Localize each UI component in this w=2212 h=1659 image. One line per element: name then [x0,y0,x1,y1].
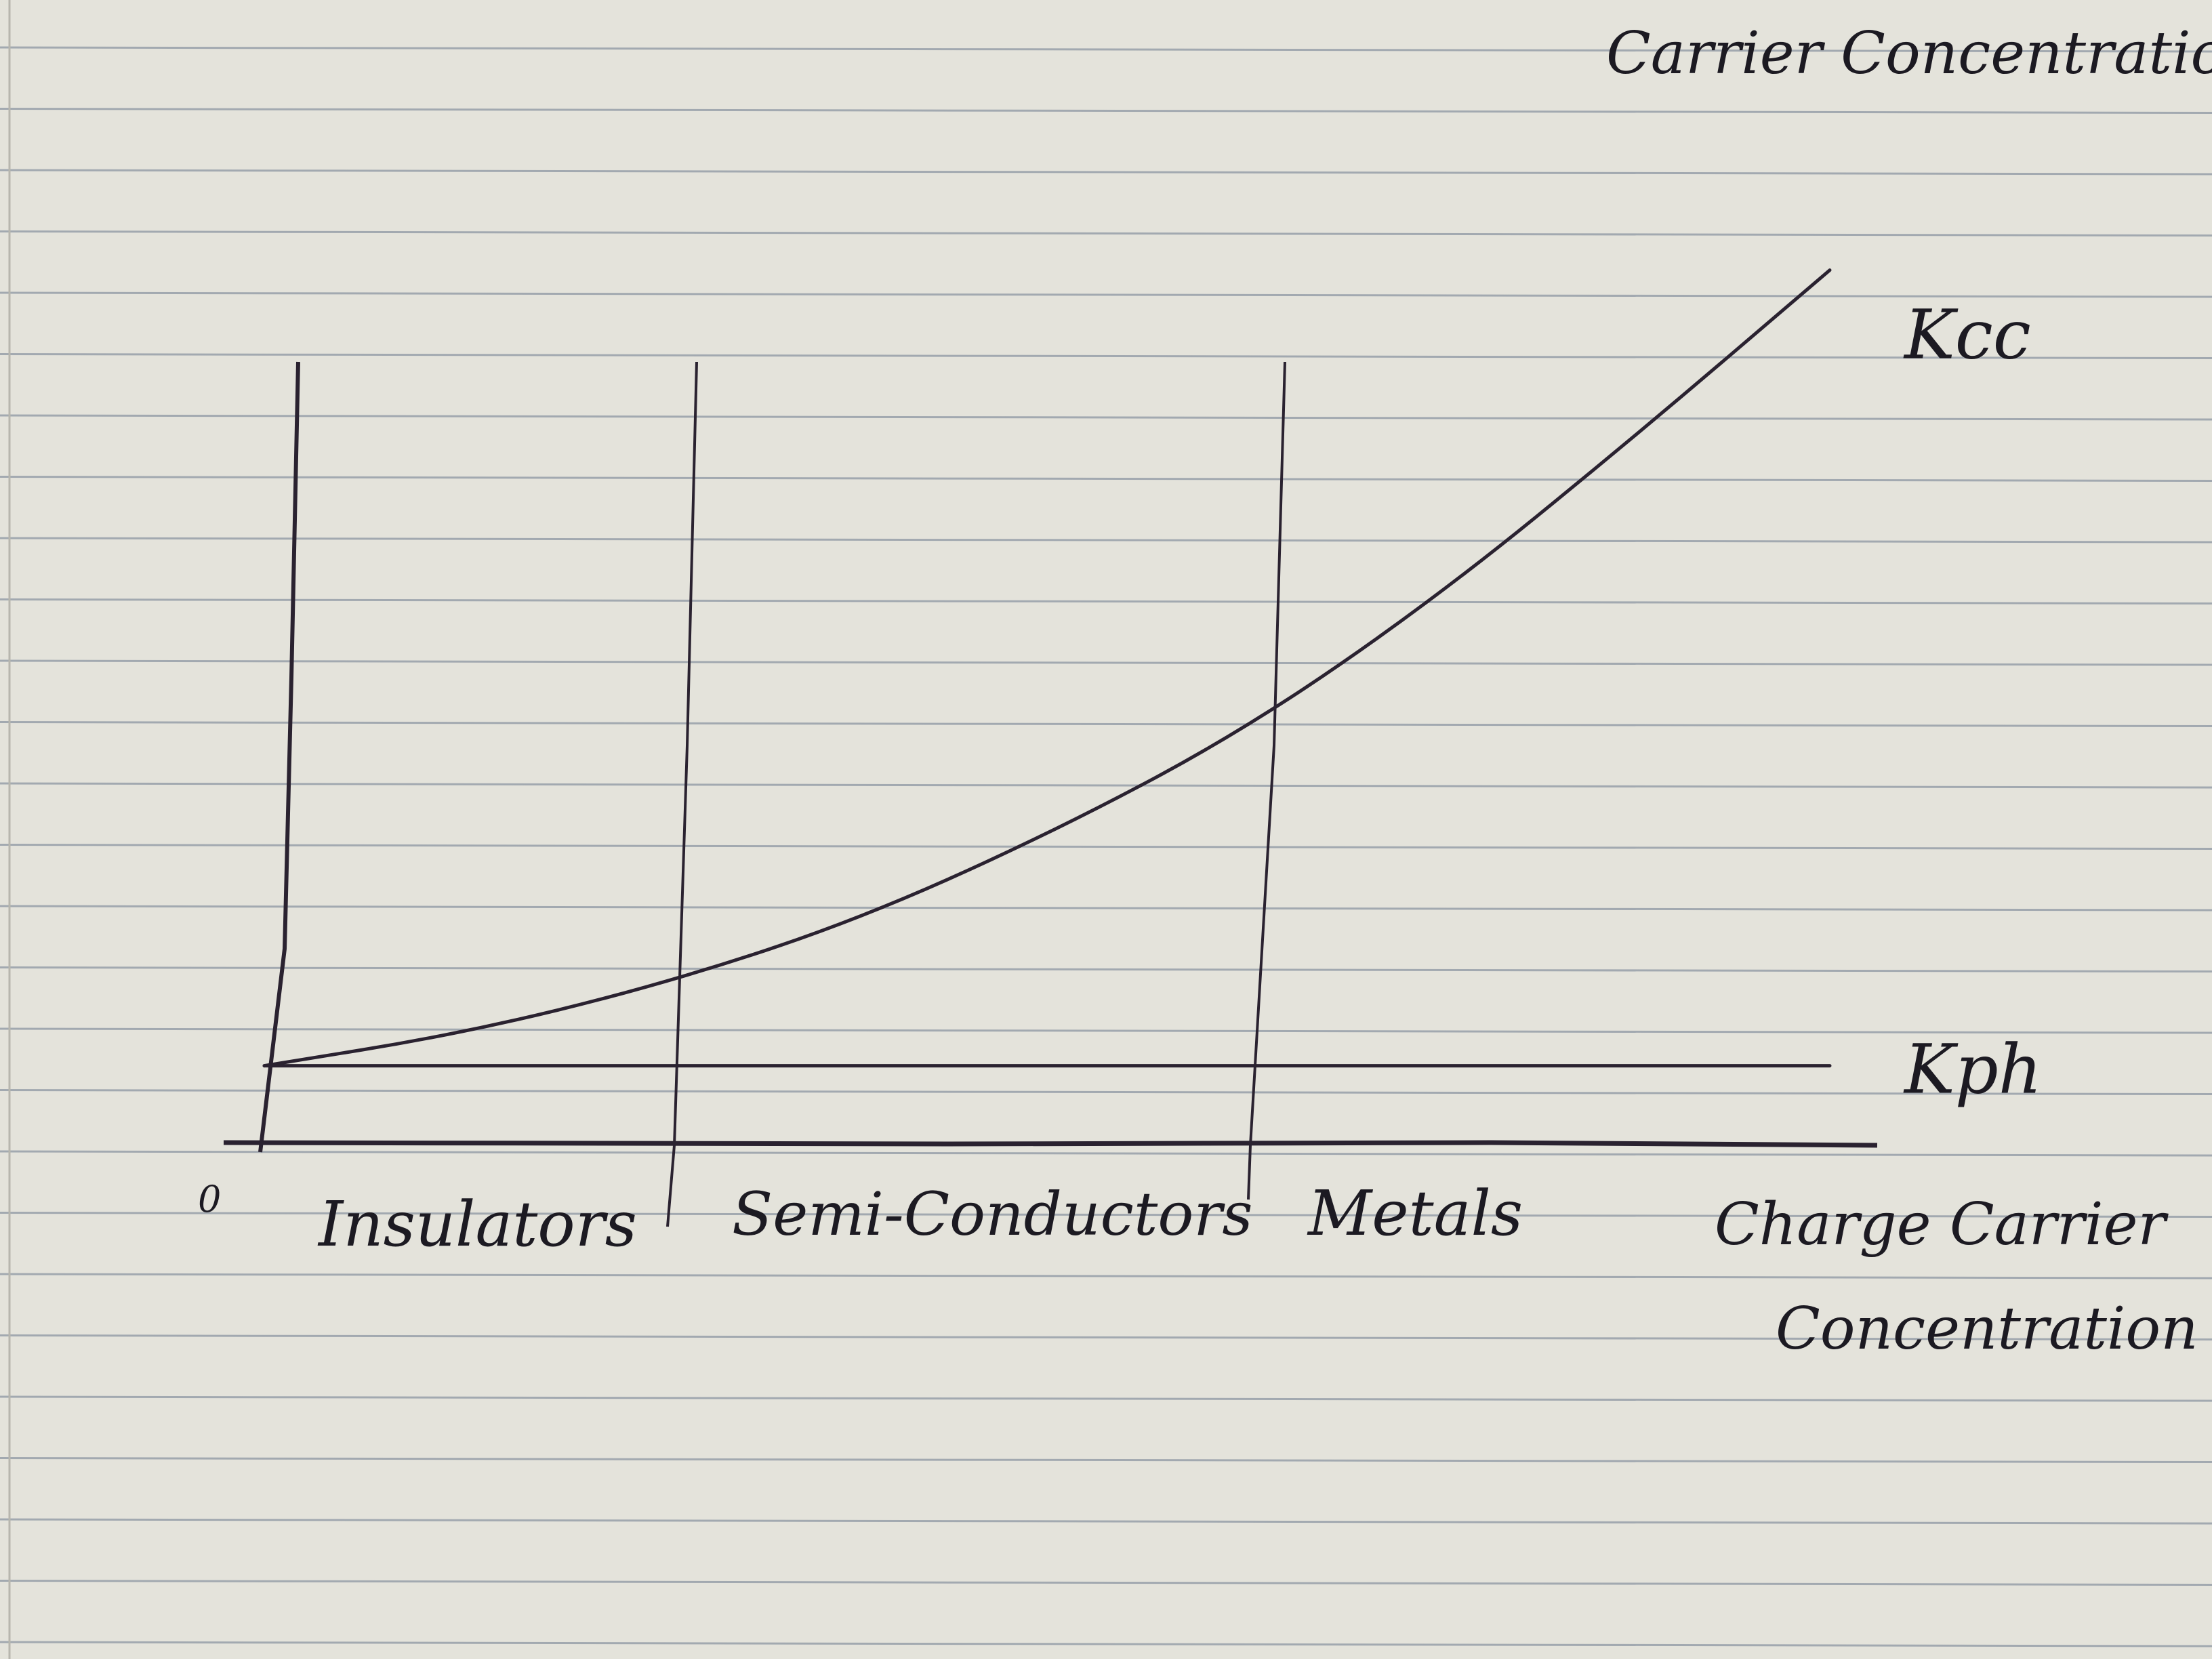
ruled-line [0,476,2212,482]
ruled-line [0,782,2212,789]
ruled-line [0,1641,2212,1647]
ruled-line [0,721,2212,727]
top-note: Carrier Concentration [1606,20,2212,87]
series-label-kph: Kph [1903,1030,2042,1109]
ruled-line [0,1334,2212,1340]
ruled-line [0,659,2212,666]
ruled-line [0,966,2212,972]
region-label-metals: Metals [1307,1177,1523,1250]
ruled-line [0,1457,2212,1463]
region-label-insulators: Insulators [317,1188,637,1261]
y-axis [258,361,300,1153]
ruled-line [0,1089,2212,1095]
ruled-line [0,537,2212,544]
ruled-line [0,1027,2212,1034]
ruled-line [0,1150,2212,1157]
ruled-line [0,1273,2212,1279]
ruled-line [0,414,2212,421]
region-boundary-1 [666,361,698,1227]
region-label-semiconductors: Semi-Conductors [732,1179,1253,1249]
ruled-line [0,169,2212,176]
ruled-line [0,844,2212,850]
ruled-line [0,1580,2212,1586]
x-axis-label-line-2: Concentration [1776,1295,2198,1363]
region-boundary-2 [1247,361,1286,1200]
ruled-line [0,353,2212,359]
origin-label: 0 [198,1178,221,1221]
ruled-line [0,1212,2212,1218]
x-axis-label: Charge Carrier Concentration [1715,1191,2198,1363]
ruled-line [0,108,2212,114]
ruled-line [0,46,2212,53]
ruled-line [0,230,2212,237]
x-axis [223,1140,1878,1148]
ruled-line [0,1518,2212,1525]
ruled-line [0,1395,2212,1402]
series-label-kcc: Kcc [1903,295,2031,375]
ruled-line [0,598,2212,605]
chart-axes [223,361,1878,1227]
ruled-line [0,905,2212,912]
ruled-lines [0,46,2212,1647]
ruled-line [0,291,2212,298]
plot-area: Kcc Kph [262,268,2042,1109]
x-axis-label-line-1: Charge Carrier [1715,1191,2169,1258]
series-line-kcc [262,268,1832,1068]
